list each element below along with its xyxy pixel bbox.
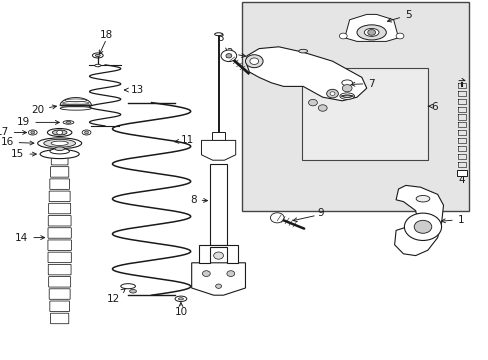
FancyBboxPatch shape — [48, 216, 71, 226]
FancyBboxPatch shape — [49, 203, 70, 214]
Text: 5: 5 — [386, 10, 411, 22]
Text: 8: 8 — [189, 195, 207, 205]
Text: 11: 11 — [175, 135, 194, 145]
FancyBboxPatch shape — [48, 264, 71, 275]
Bar — [456, 170, 466, 176]
Ellipse shape — [28, 130, 37, 135]
Polygon shape — [191, 263, 245, 295]
Circle shape — [395, 33, 403, 39]
Text: 20: 20 — [31, 105, 56, 115]
Text: 1: 1 — [441, 215, 464, 225]
Ellipse shape — [364, 28, 378, 36]
Bar — [209, 164, 227, 245]
Ellipse shape — [356, 25, 386, 40]
Ellipse shape — [55, 147, 64, 150]
Text: 6: 6 — [430, 102, 437, 112]
Circle shape — [215, 284, 221, 288]
Ellipse shape — [92, 53, 103, 58]
Bar — [301, 68, 427, 160]
Ellipse shape — [129, 289, 136, 293]
Ellipse shape — [47, 129, 72, 136]
Bar — [211, 132, 225, 140]
Text: 17: 17 — [0, 127, 26, 138]
Ellipse shape — [341, 80, 352, 86]
Ellipse shape — [50, 148, 69, 154]
Polygon shape — [201, 140, 235, 160]
Text: 15: 15 — [11, 149, 36, 159]
Circle shape — [57, 130, 62, 135]
Ellipse shape — [175, 296, 186, 301]
Circle shape — [367, 30, 375, 35]
Ellipse shape — [40, 150, 79, 158]
Bar — [242, 2, 468, 211]
Ellipse shape — [339, 93, 354, 99]
Circle shape — [245, 55, 263, 68]
Polygon shape — [394, 185, 443, 256]
Ellipse shape — [178, 298, 183, 300]
Circle shape — [329, 92, 334, 95]
FancyBboxPatch shape — [49, 289, 70, 299]
FancyBboxPatch shape — [51, 154, 68, 165]
Polygon shape — [199, 245, 238, 263]
Text: 3: 3 — [216, 33, 231, 60]
Text: 18: 18 — [100, 30, 113, 40]
Circle shape — [404, 213, 441, 240]
Circle shape — [226, 271, 234, 276]
Circle shape — [308, 99, 317, 106]
Circle shape — [413, 220, 431, 233]
Polygon shape — [344, 14, 398, 41]
Ellipse shape — [63, 121, 74, 124]
Text: 10: 10 — [174, 307, 187, 318]
Text: 19: 19 — [17, 117, 59, 127]
Circle shape — [225, 54, 231, 58]
FancyBboxPatch shape — [50, 167, 69, 177]
Circle shape — [213, 252, 223, 259]
Ellipse shape — [51, 141, 68, 145]
FancyBboxPatch shape — [48, 228, 71, 238]
FancyBboxPatch shape — [50, 301, 69, 311]
Ellipse shape — [38, 138, 81, 149]
Ellipse shape — [415, 195, 429, 202]
Text: 13: 13 — [124, 85, 144, 95]
FancyBboxPatch shape — [48, 240, 71, 251]
Text: 9: 9 — [317, 208, 324, 219]
Ellipse shape — [66, 122, 71, 123]
Circle shape — [249, 58, 258, 64]
FancyBboxPatch shape — [49, 276, 70, 287]
Ellipse shape — [60, 107, 91, 110]
Ellipse shape — [82, 130, 91, 135]
Circle shape — [202, 271, 210, 276]
Circle shape — [342, 85, 351, 92]
FancyBboxPatch shape — [49, 191, 70, 202]
Circle shape — [339, 33, 346, 39]
Ellipse shape — [95, 64, 101, 67]
FancyBboxPatch shape — [50, 179, 69, 189]
Circle shape — [270, 213, 284, 223]
Text: 2: 2 — [226, 48, 245, 58]
FancyBboxPatch shape — [50, 313, 69, 324]
Text: 16: 16 — [0, 137, 34, 147]
Text: 4: 4 — [458, 175, 465, 185]
Ellipse shape — [95, 54, 100, 57]
Circle shape — [221, 50, 236, 62]
Text: 14: 14 — [15, 233, 44, 243]
Ellipse shape — [44, 139, 76, 147]
Circle shape — [31, 131, 35, 134]
Polygon shape — [246, 47, 366, 101]
Ellipse shape — [214, 33, 222, 36]
Ellipse shape — [298, 49, 307, 53]
Text: 7: 7 — [350, 78, 374, 89]
Ellipse shape — [121, 284, 135, 289]
Text: 12: 12 — [106, 289, 125, 304]
Circle shape — [318, 105, 326, 111]
Circle shape — [326, 89, 338, 98]
Ellipse shape — [52, 130, 67, 135]
FancyBboxPatch shape — [48, 252, 71, 263]
Circle shape — [84, 131, 88, 134]
